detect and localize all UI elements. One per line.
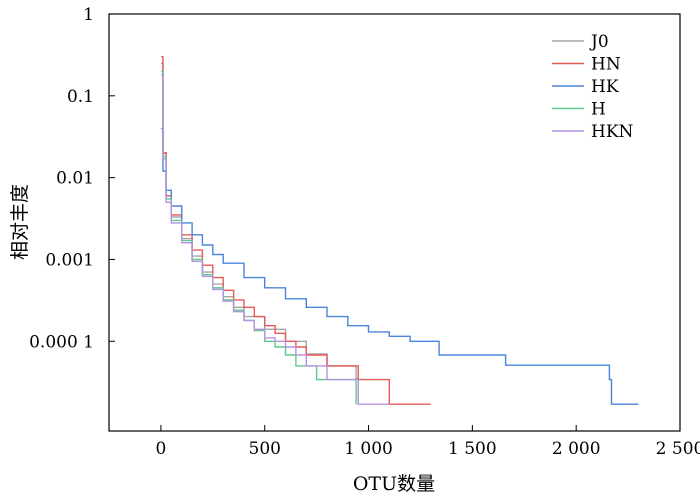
- legend-label-j0: J0: [589, 32, 609, 52]
- y-tick-label: 1: [83, 5, 94, 25]
- x-tick-label: 1 000: [344, 439, 393, 459]
- series-line-j0: [161, 62, 359, 405]
- legend-label-hn: HN: [591, 55, 621, 75]
- x-tick-label: 1 500: [448, 439, 497, 459]
- series-line-hk: [161, 127, 639, 405]
- plot-area: [161, 56, 639, 405]
- y-axis-title: 相对丰度: [9, 184, 31, 260]
- series-line-hn: [161, 56, 431, 405]
- x-axis-title: OTU数量: [353, 473, 435, 495]
- legend-label-hkn: HKN: [591, 122, 634, 142]
- series-line-hkn: [161, 74, 390, 405]
- x-tick-label: 2 000: [552, 439, 601, 459]
- legend-label-h: H: [591, 100, 606, 120]
- x-tick-label: 2 500: [656, 439, 700, 459]
- y-tick-label: 0.001: [45, 250, 94, 270]
- x-tick-label: 500: [249, 439, 281, 459]
- x-tick-label: 0: [155, 439, 166, 459]
- plot-frame: [108, 13, 681, 432]
- legend-label-hk: HK: [591, 77, 619, 97]
- y-axis: 1 0.1 0.01 0.001 0.000 1: [29, 5, 115, 352]
- y-tick-label: 0.000 1: [29, 332, 94, 352]
- y-tick-label: 0.01: [56, 169, 94, 189]
- y-tick-label: 0.1: [67, 87, 94, 107]
- x-axis: 0 500 1 000 1 500 2 000 2 500: [155, 425, 700, 459]
